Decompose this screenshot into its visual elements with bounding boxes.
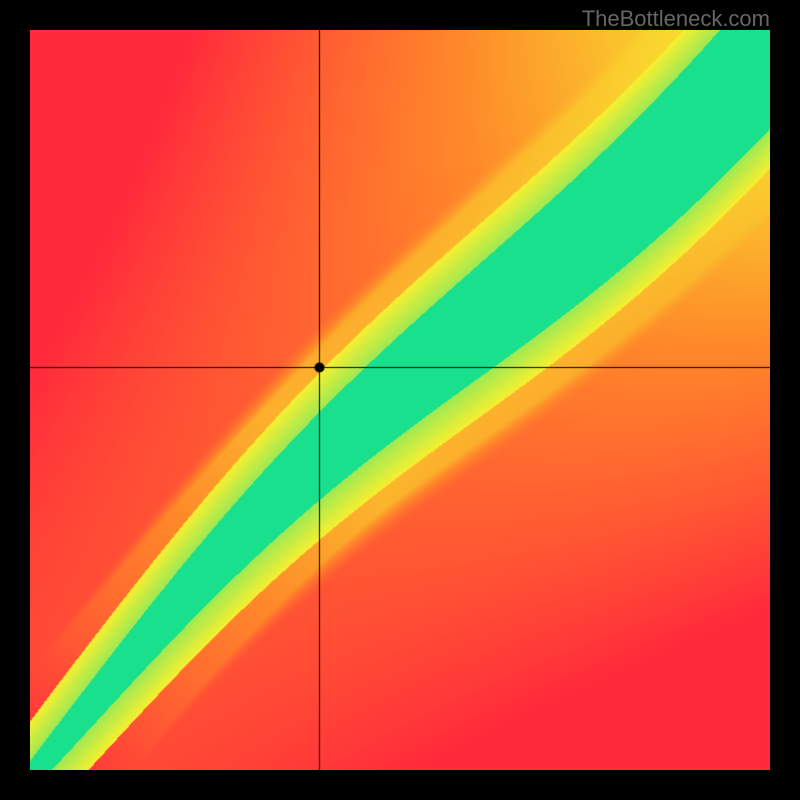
heatmap-plot xyxy=(30,30,770,770)
heatmap-canvas xyxy=(30,30,770,770)
watermark-text: TheBottleneck.com xyxy=(582,6,770,32)
chart-frame: TheBottleneck.com xyxy=(0,0,800,800)
